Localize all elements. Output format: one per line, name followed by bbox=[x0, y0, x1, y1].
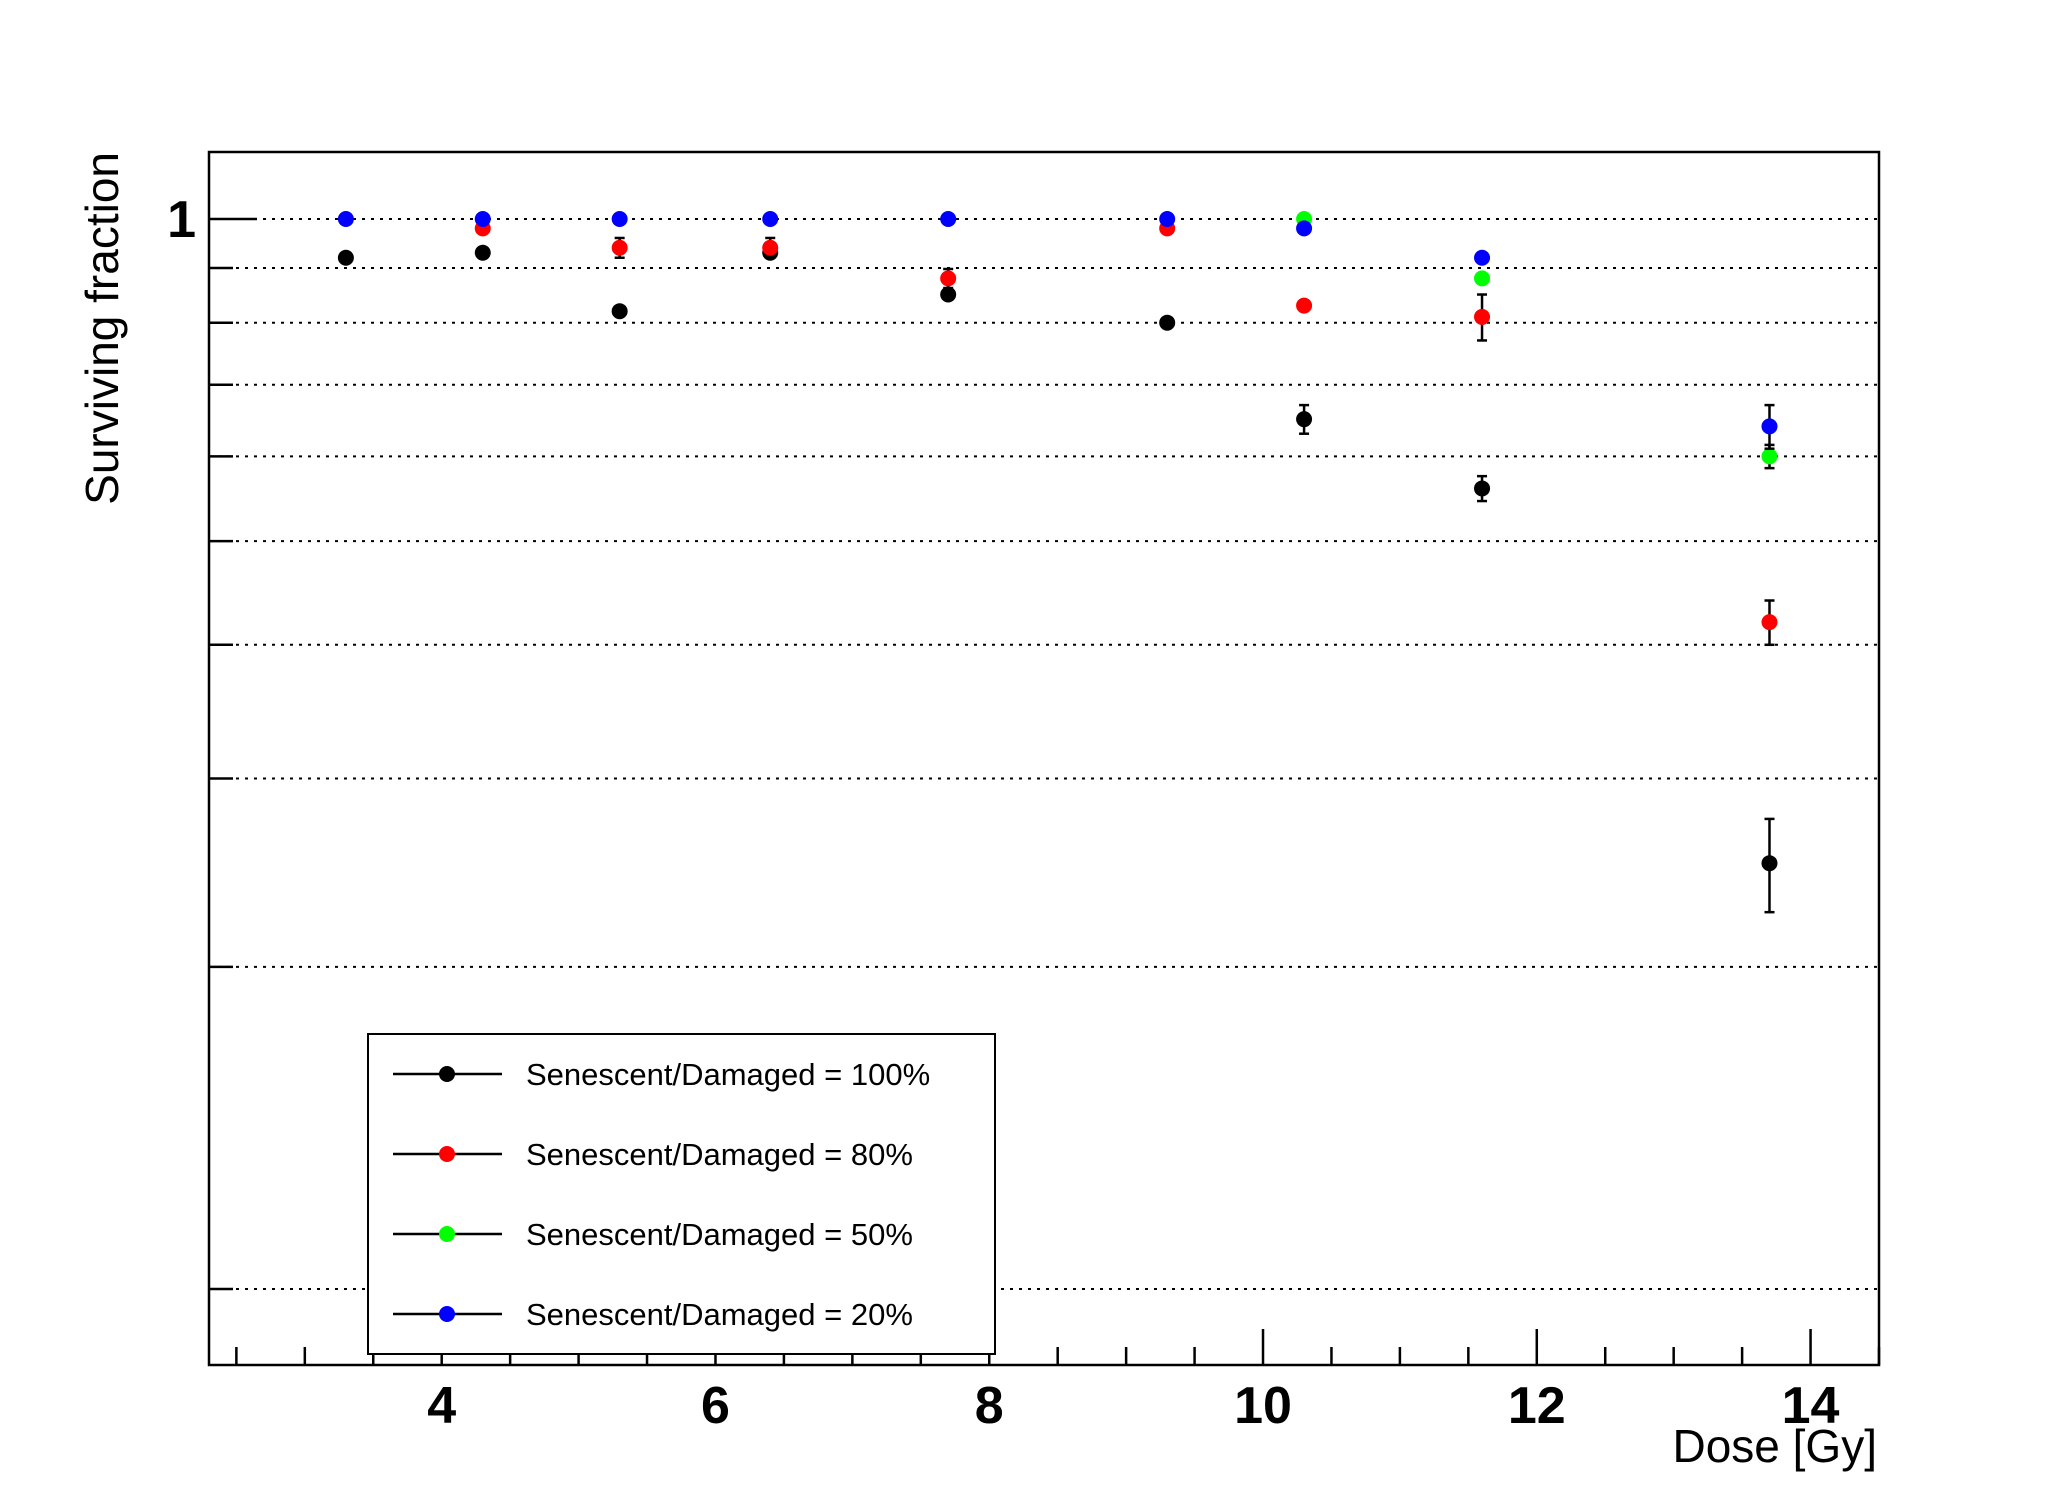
data-point bbox=[940, 286, 957, 303]
data-points bbox=[337, 211, 1778, 914]
legend-marker bbox=[439, 1066, 455, 1082]
x-axis-title: Dose [Gy] bbox=[1672, 1420, 1877, 1472]
series-4 bbox=[337, 211, 1778, 450]
x-tick-label: 4 bbox=[427, 1377, 456, 1435]
data-point bbox=[1159, 211, 1176, 227]
legend-entry: Senescent/Damaged = 20% bbox=[393, 1297, 913, 1332]
data-point bbox=[474, 211, 491, 227]
data-point bbox=[1761, 614, 1778, 631]
legend-marker bbox=[439, 1226, 455, 1242]
legend-box bbox=[367, 1033, 996, 1355]
x-tick-label: 10 bbox=[1234, 1377, 1292, 1435]
legend-label: Senescent/Damaged = 80% bbox=[526, 1137, 913, 1172]
legend-entry: Senescent/Damaged = 100% bbox=[393, 1057, 930, 1092]
data-point bbox=[611, 211, 628, 227]
legend-label: Senescent/Damaged = 50% bbox=[526, 1217, 913, 1252]
data-point bbox=[1761, 448, 1778, 465]
data-point bbox=[337, 211, 354, 227]
data-point bbox=[611, 239, 628, 256]
data-point bbox=[762, 211, 779, 227]
data-point bbox=[940, 211, 957, 227]
x-tick-label: 8 bbox=[975, 1377, 1004, 1435]
data-point bbox=[1761, 418, 1778, 435]
legend: Senescent/Damaged = 100% Senescent/Damage… bbox=[367, 1033, 996, 1355]
y-tick-label: 1 bbox=[167, 191, 196, 249]
data-point bbox=[1761, 855, 1778, 872]
y-axis-title: Surviving fraction bbox=[76, 152, 128, 505]
plot-frame bbox=[207, 150, 1881, 1367]
x-tick-label: 12 bbox=[1508, 1377, 1566, 1435]
data-point bbox=[762, 239, 779, 256]
data-point bbox=[1296, 411, 1313, 428]
legend-entry: Senescent/Damaged = 80% bbox=[393, 1137, 913, 1172]
data-point bbox=[1474, 480, 1491, 497]
data-point bbox=[1474, 308, 1491, 325]
data-point bbox=[1474, 270, 1491, 287]
data-point bbox=[1296, 220, 1313, 237]
data-point bbox=[1474, 249, 1491, 266]
y-tick-labels: 1 bbox=[167, 191, 196, 249]
legend-marker bbox=[439, 1306, 455, 1322]
legend-label: Senescent/Damaged = 20% bbox=[526, 1297, 913, 1332]
legend-entry: Senescent/Damaged = 50% bbox=[393, 1217, 913, 1252]
x-tick-label: 6 bbox=[701, 1377, 730, 1435]
x-tick-labels: 4 6 8 10 12 14 bbox=[427, 1377, 1839, 1435]
data-point bbox=[1296, 297, 1313, 314]
legend-label: Senescent/Damaged = 100% bbox=[526, 1057, 930, 1092]
legend-marker bbox=[439, 1146, 455, 1162]
data-point bbox=[1159, 314, 1176, 331]
x-tick-label: 14 bbox=[1782, 1377, 1840, 1435]
legend-entries: Senescent/Damaged = 100% Senescent/Damage… bbox=[393, 1057, 930, 1332]
data-point bbox=[940, 270, 957, 287]
data-point bbox=[337, 249, 354, 266]
data-point bbox=[611, 303, 628, 320]
data-point bbox=[474, 244, 491, 261]
